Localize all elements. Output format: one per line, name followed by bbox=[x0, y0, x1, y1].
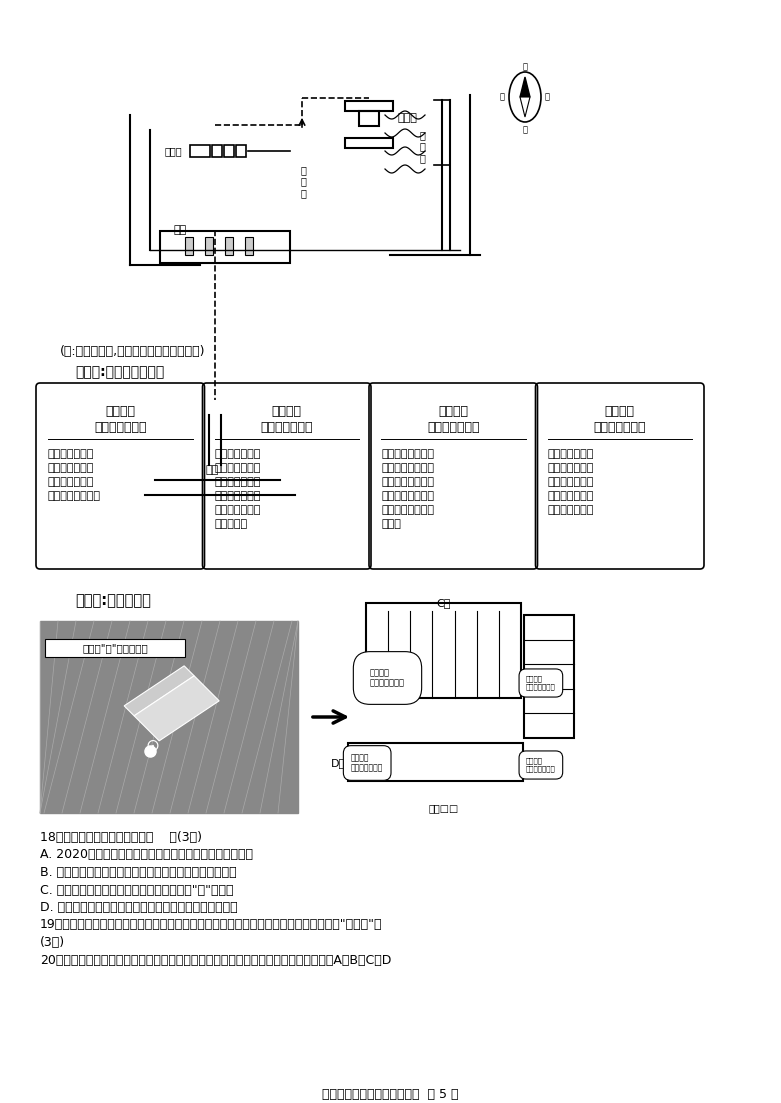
Polygon shape bbox=[520, 77, 530, 97]
Text: 展示苏轼师友的: 展示苏轼师友的 bbox=[48, 449, 95, 459]
Text: 入口□□: 入口□□ bbox=[429, 803, 458, 813]
Bar bbox=[224, 144, 234, 157]
Text: 协
和
门: 协 和 门 bbox=[301, 165, 307, 199]
Text: 诗歌手迹，及后: 诗歌手迹，及后 bbox=[215, 463, 261, 473]
Text: D. 此次苏轼书画作品展分四个单元，每单元有不同主题。: D. 此次苏轼书画作品展分四个单元，每单元有不同主题。 bbox=[40, 901, 237, 914]
Text: 展示苏轼本人的: 展示苏轼本人的 bbox=[215, 449, 261, 459]
Polygon shape bbox=[134, 676, 219, 741]
Bar bbox=[348, 743, 523, 781]
Bar bbox=[45, 639, 185, 657]
Text: 18．下列说法不正确的一项是（    ）(3分): 18．下列说法不正确的一项是（ ）(3分) bbox=[40, 831, 202, 844]
Text: B. 苏轼书画作品均为珍品，故不像其他书画可常年展览。: B. 苏轼书画作品均为珍品，故不像其他书画可常年展览。 bbox=[40, 866, 237, 879]
Text: 微信公众号：初中语文工作室  第 5 页: 微信公众号：初中语文工作室 第 5 页 bbox=[323, 1088, 458, 1101]
Text: 西: 西 bbox=[500, 93, 505, 101]
Text: 展示以苏轼遗事: 展示以苏轼遗事 bbox=[547, 449, 594, 459]
Text: 学家形象。: 学家形象。 bbox=[215, 520, 248, 529]
Text: 展览在"工"字形大殿内: 展览在"工"字形大殿内 bbox=[82, 643, 148, 653]
Text: 第三单元: 第三单元 bbox=[438, 405, 469, 418]
Text: 展示苏轼本人的书: 展示苏轼本人的书 bbox=[381, 449, 434, 459]
Bar bbox=[40, 621, 298, 813]
Text: 第二单元: 第二单元 bbox=[272, 405, 301, 418]
Text: A. 2020年国庆期间，人们可前往故宫参观苏轼书画特展。: A. 2020年国庆期间，人们可前往故宫参观苏轼书画特展。 bbox=[40, 848, 253, 861]
Text: 太和门: 太和门 bbox=[165, 146, 183, 156]
Text: 第一单元
胜事传说夸友朋: 第一单元 胜事传说夸友朋 bbox=[526, 758, 556, 772]
Text: 南: 南 bbox=[522, 125, 527, 133]
Bar bbox=[236, 144, 246, 157]
Bar bbox=[185, 237, 193, 255]
Text: 人间有味是清欢: 人间有味是清欢 bbox=[594, 421, 646, 433]
Bar bbox=[160, 231, 290, 263]
Text: 和其迷怀小品为: 和其迷怀小品为 bbox=[547, 463, 594, 473]
Text: 作的书画作品，: 作的书画作品， bbox=[215, 491, 261, 501]
Text: 人根据其诗文创: 人根据其诗文创 bbox=[215, 476, 261, 488]
Bar bbox=[225, 237, 233, 255]
Bar bbox=[345, 101, 393, 111]
Text: D区: D区 bbox=[331, 758, 346, 768]
Text: C区: C区 bbox=[437, 598, 451, 608]
Text: (3分): (3分) bbox=[40, 936, 65, 949]
Text: 苏轼在书法史上的: 苏轼在书法史上的 bbox=[381, 505, 434, 515]
Text: 入口: 入口 bbox=[205, 465, 218, 475]
Text: 第三单元
我书意造本无法: 第三单元 我书意造本无法 bbox=[370, 668, 405, 687]
Text: 苏轼书法的仿学、: 苏轼书法的仿学、 bbox=[381, 476, 434, 488]
Text: 轼的交友圈及其: 轼的交友圈及其 bbox=[48, 476, 95, 488]
Bar bbox=[524, 615, 574, 738]
Text: 北: 北 bbox=[522, 62, 527, 71]
Text: 趣和人生态度。: 趣和人生态度。 bbox=[547, 505, 594, 515]
Text: 胜事传说夸友朋: 胜事传说夸友朋 bbox=[94, 421, 147, 433]
Bar bbox=[245, 237, 253, 255]
Text: B区: B区 bbox=[528, 678, 542, 688]
Text: 第四单元
人间有味是清欢: 第四单元 人间有味是清欢 bbox=[351, 753, 383, 773]
Text: 第二单元
苏子作诗如见画: 第二单元 苏子作诗如见画 bbox=[526, 676, 556, 690]
Text: (注:因防疫需求,故宫现今只开放一个入口): (注:因防疫需求,故宫现今只开放一个入口) bbox=[60, 345, 205, 358]
Bar bbox=[366, 603, 521, 698]
Text: 20．某书法爱好者欲一睹苏轼草书《醉翁亭记》（拓本）的风采，你会引导他前往展厅A、B、C、D: 20．某书法爱好者欲一睹苏轼草书《醉翁亭记》（拓本）的风采，你会引导他前往展厅A… bbox=[40, 953, 391, 966]
Text: 地位。: 地位。 bbox=[381, 520, 401, 529]
Bar bbox=[359, 111, 379, 126]
Text: 第一单元: 第一单元 bbox=[105, 405, 135, 418]
Text: 东: 东 bbox=[545, 93, 550, 101]
Text: 题材的作品，展: 题材的作品，展 bbox=[547, 476, 594, 488]
Text: 午门: 午门 bbox=[173, 225, 186, 235]
Text: ⊙: ⊙ bbox=[145, 737, 159, 754]
Text: C. 此次苏轼书画作品展设在文华殿。该殿呈"工"字形。: C. 此次苏轼书画作品展设在文华殿。该殿呈"工"字形。 bbox=[40, 884, 234, 897]
Bar bbox=[190, 144, 210, 157]
Text: 法作品以及后人对: 法作品以及后人对 bbox=[381, 463, 434, 473]
Text: 材料四:展厅分布图: 材料四:展厅分布图 bbox=[75, 593, 151, 608]
Text: 材料三:展览分四个单元: 材料三:展览分四个单元 bbox=[75, 365, 164, 379]
Text: A区: A区 bbox=[528, 758, 542, 768]
Polygon shape bbox=[520, 97, 530, 117]
Text: 所处的时代氛围。: 所处的时代氛围。 bbox=[48, 491, 101, 501]
Text: 文华殿: 文华殿 bbox=[397, 113, 417, 124]
Bar bbox=[345, 138, 393, 148]
Text: 承
华
门: 承 华 门 bbox=[420, 130, 426, 163]
Text: 我书意造本无法: 我书意造本无法 bbox=[427, 421, 480, 433]
Text: 现苏轼的生活情: 现苏轼的生活情 bbox=[547, 491, 594, 501]
Text: 作品，展现了苏: 作品，展现了苏 bbox=[48, 463, 95, 473]
Text: 19．根据材料二的导览示意图，告知游客该如何沿虚线指示方向，到达书画展展厅所在地"文华殿"。: 19．根据材料二的导览示意图，告知游客该如何沿虚线指示方向，到达书画展展厅所在地… bbox=[40, 919, 383, 932]
Text: 临摹和评论，展现: 临摹和评论，展现 bbox=[381, 491, 434, 501]
Bar bbox=[212, 144, 222, 157]
Bar bbox=[205, 237, 213, 255]
Text: 苏子作诗如见画: 苏子作诗如见画 bbox=[261, 421, 313, 433]
Text: 呈现了苏轼的文: 呈现了苏轼的文 bbox=[215, 505, 261, 515]
Polygon shape bbox=[124, 666, 194, 716]
Text: 第四单元: 第四单元 bbox=[604, 405, 635, 418]
